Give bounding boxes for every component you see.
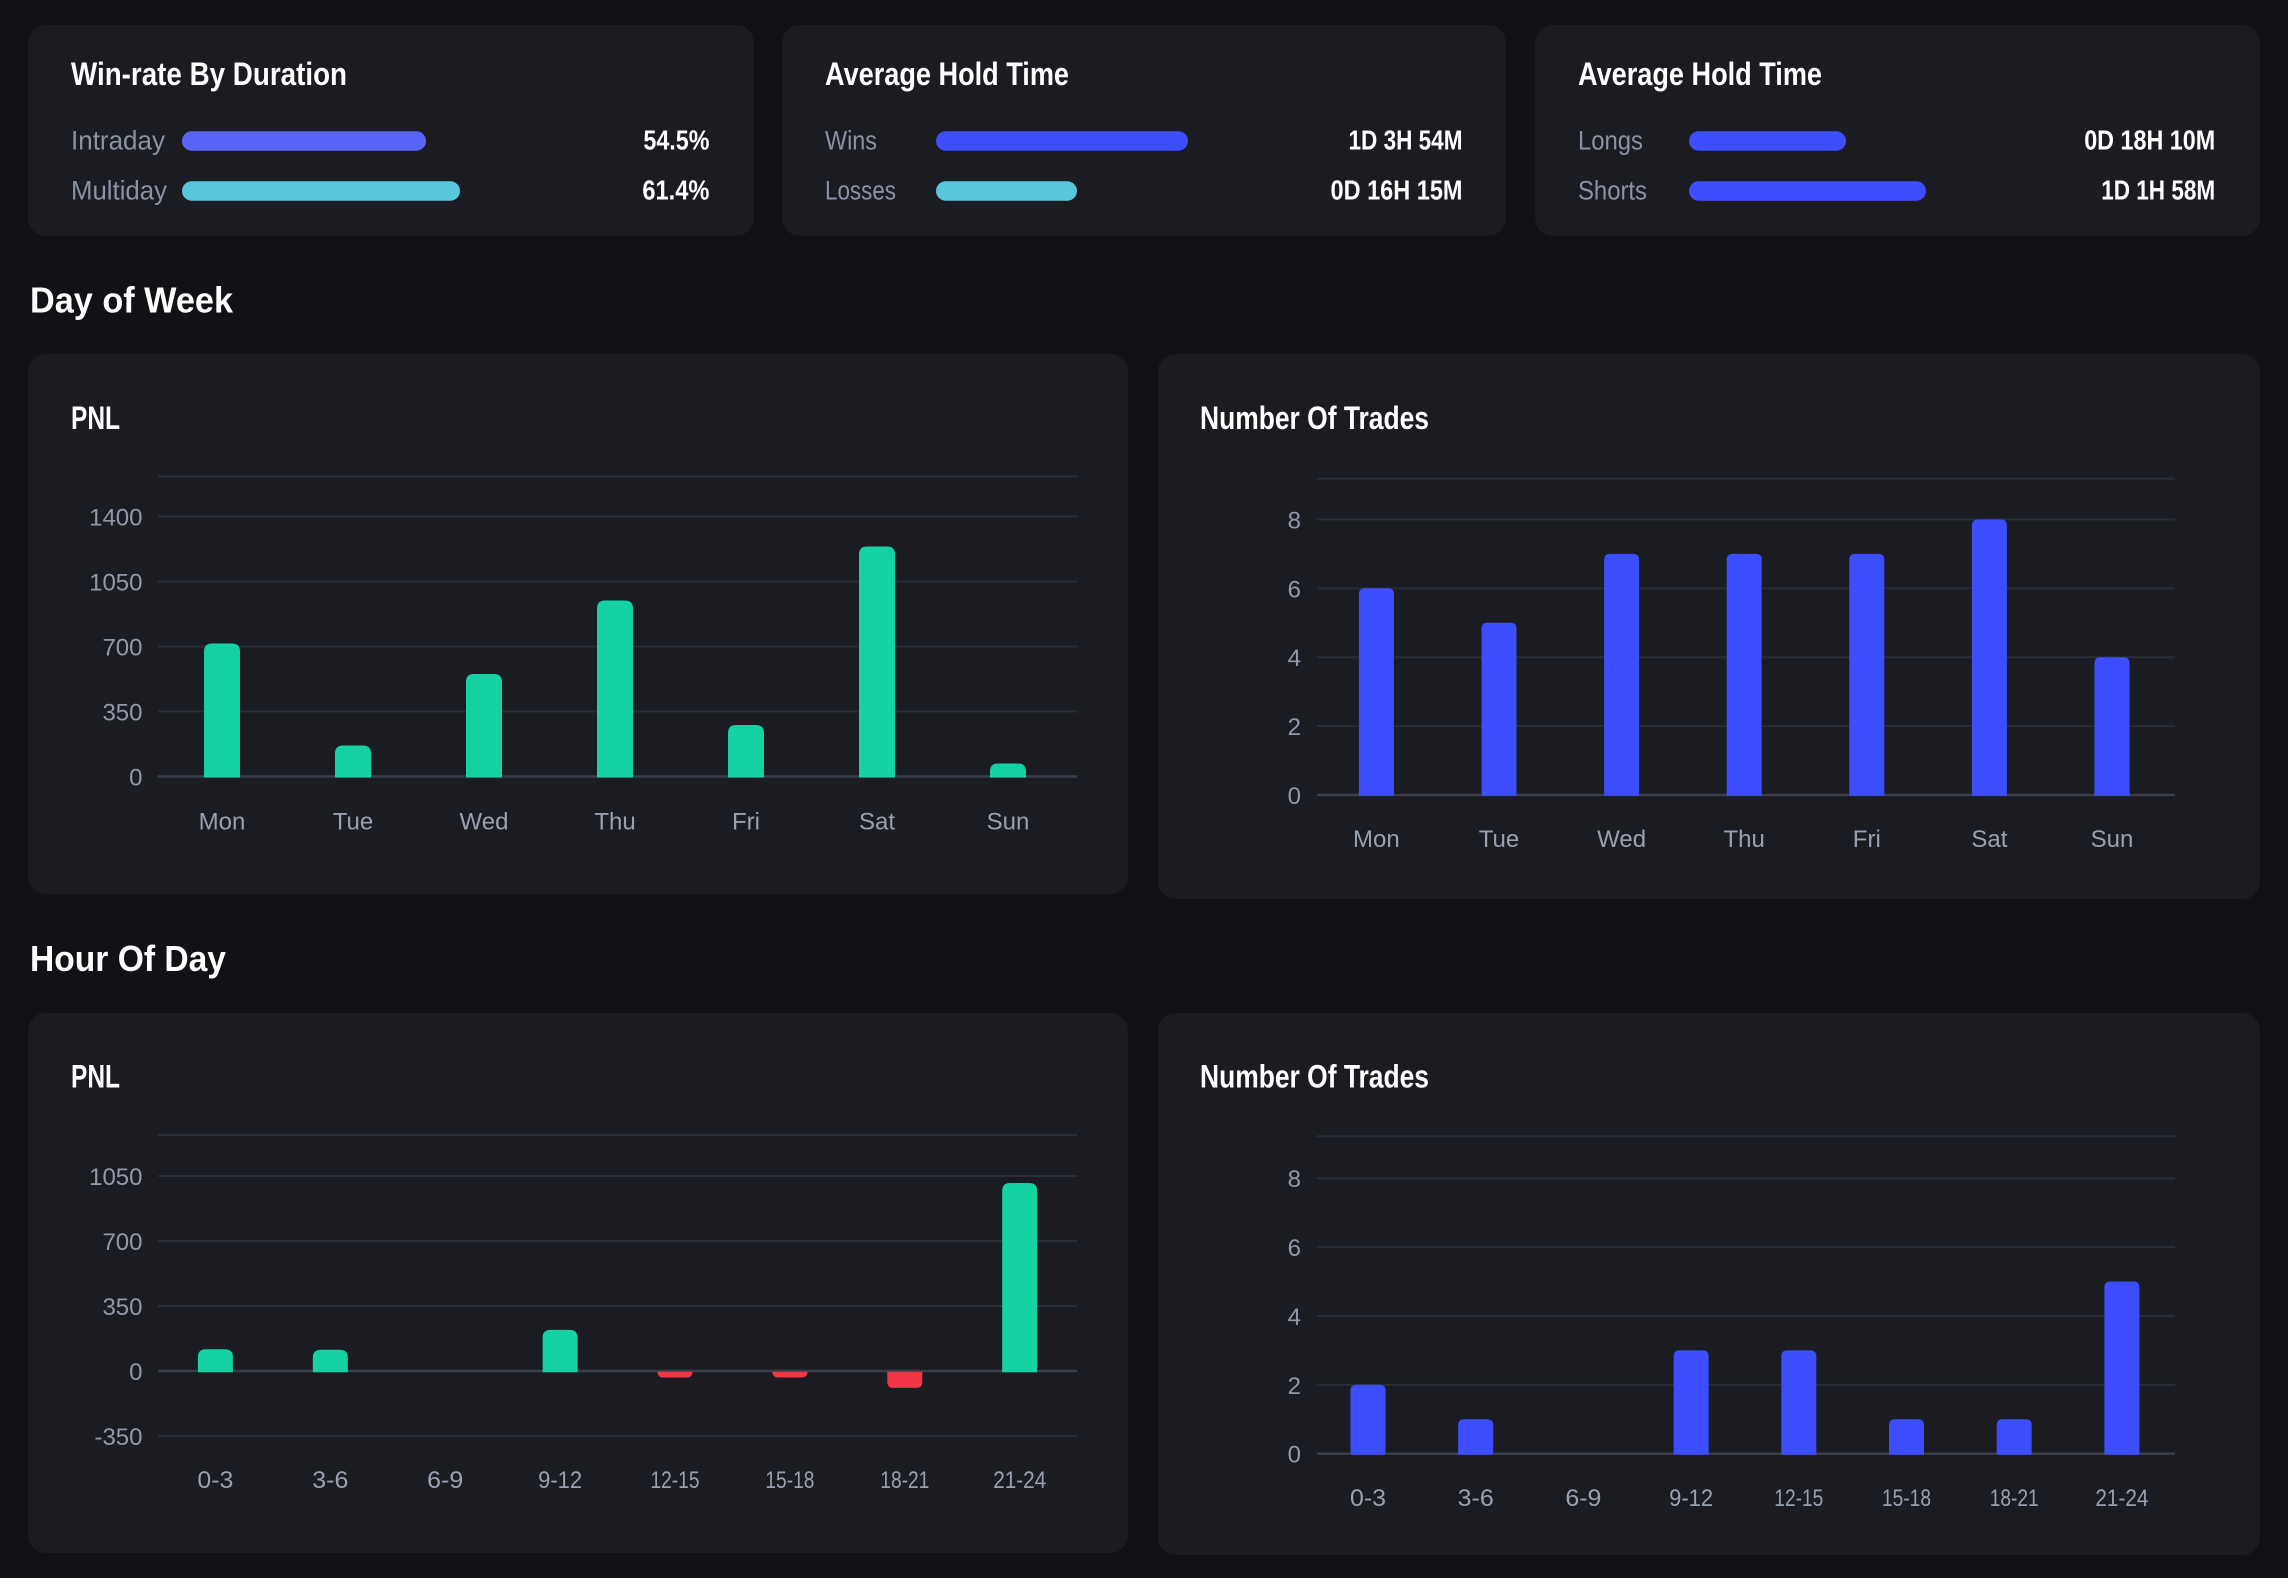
svg-text:2: 2	[1288, 1373, 1301, 1400]
svg-text:350: 350	[102, 700, 142, 727]
svg-text:Losses: Losses	[825, 175, 896, 205]
svg-text:6-9: 6-9	[1565, 1485, 1601, 1512]
svg-text:Sat: Sat	[859, 808, 895, 835]
svg-text:Thu: Thu	[1724, 826, 1765, 853]
svg-text:18-21: 18-21	[880, 1467, 929, 1494]
svg-text:6: 6	[1288, 1235, 1301, 1262]
svg-text:9-12: 9-12	[1669, 1485, 1713, 1512]
svg-text:1050: 1050	[89, 1164, 142, 1191]
svg-text:12-15: 12-15	[651, 1467, 700, 1494]
svg-text:PNL: PNL	[71, 1059, 120, 1095]
svg-text:0D 18H 10M: 0D 18H 10M	[2084, 124, 2215, 155]
svg-text:1D 3H 54M: 1D 3H 54M	[1349, 124, 1463, 155]
svg-text:0D 16H 15M: 0D 16H 15M	[1331, 174, 1463, 205]
svg-text:3-6: 3-6	[312, 1467, 348, 1494]
svg-text:0-3: 0-3	[1350, 1485, 1386, 1512]
svg-text:21-24: 21-24	[993, 1467, 1046, 1494]
svg-text:Average Hold Time: Average Hold Time	[825, 56, 1069, 92]
svg-text:Fri: Fri	[732, 808, 760, 835]
svg-text:18-21: 18-21	[1990, 1485, 2039, 1512]
svg-text:Wins: Wins	[825, 125, 877, 155]
svg-text:Average Hold Time: Average Hold Time	[1578, 56, 1822, 92]
svg-text:Wed: Wed	[460, 808, 509, 835]
svg-text:1050: 1050	[89, 570, 142, 597]
svg-text:Fri: Fri	[1853, 826, 1881, 853]
svg-text:61.4%: 61.4%	[642, 174, 709, 205]
svg-text:Multiday: Multiday	[71, 175, 167, 205]
svg-text:54.5%: 54.5%	[643, 124, 709, 155]
svg-text:Tue: Tue	[1479, 826, 1519, 853]
svg-text:Number Of Trades: Number Of Trades	[1200, 1059, 1429, 1095]
svg-text:0: 0	[1288, 1442, 1301, 1469]
svg-text:Day of Week: Day of Week	[30, 280, 234, 321]
svg-text:Intraday: Intraday	[71, 125, 165, 155]
svg-text:Wed: Wed	[1597, 826, 1646, 853]
svg-text:Sun: Sun	[2091, 826, 2134, 853]
svg-text:9-12: 9-12	[538, 1467, 582, 1494]
svg-text:4: 4	[1288, 1304, 1301, 1331]
svg-text:700: 700	[102, 1229, 142, 1256]
svg-text:Thu: Thu	[594, 808, 635, 835]
svg-text:21-24: 21-24	[2095, 1485, 2148, 1512]
svg-text:12-15: 12-15	[1774, 1485, 1823, 1512]
svg-text:Number Of Trades: Number Of Trades	[1200, 400, 1429, 436]
svg-text:6: 6	[1288, 576, 1301, 603]
svg-text:15-18: 15-18	[1882, 1485, 1931, 1512]
svg-text:Sat: Sat	[1971, 826, 2007, 853]
svg-text:Tue: Tue	[333, 808, 373, 835]
svg-text:3-6: 3-6	[1458, 1485, 1494, 1512]
svg-text:0: 0	[129, 765, 142, 792]
svg-text:4: 4	[1288, 645, 1301, 672]
svg-text:1D 1H 58M: 1D 1H 58M	[2101, 174, 2215, 205]
svg-text:Hour Of Day: Hour Of Day	[30, 938, 226, 979]
svg-text:350: 350	[102, 1294, 142, 1321]
svg-text:Mon: Mon	[1353, 826, 1400, 853]
svg-text:15-18: 15-18	[765, 1467, 814, 1494]
svg-text:Mon: Mon	[199, 808, 246, 835]
svg-text:Win-rate By Duration: Win-rate By Duration	[71, 56, 347, 92]
svg-text:Sun: Sun	[987, 808, 1030, 835]
svg-text:8: 8	[1288, 1166, 1301, 1193]
svg-text:6-9: 6-9	[427, 1467, 463, 1494]
svg-text:8: 8	[1288, 508, 1301, 535]
svg-text:2: 2	[1288, 714, 1301, 741]
svg-text:Shorts: Shorts	[1578, 175, 1647, 205]
svg-text:0: 0	[1288, 783, 1301, 810]
svg-text:PNL: PNL	[71, 400, 120, 436]
svg-text:1400: 1400	[89, 505, 142, 532]
svg-text:-350: -350	[94, 1424, 142, 1451]
svg-text:0-3: 0-3	[197, 1467, 233, 1494]
svg-text:700: 700	[102, 635, 142, 662]
svg-text:Longs: Longs	[1578, 125, 1643, 155]
svg-text:0: 0	[129, 1359, 142, 1386]
